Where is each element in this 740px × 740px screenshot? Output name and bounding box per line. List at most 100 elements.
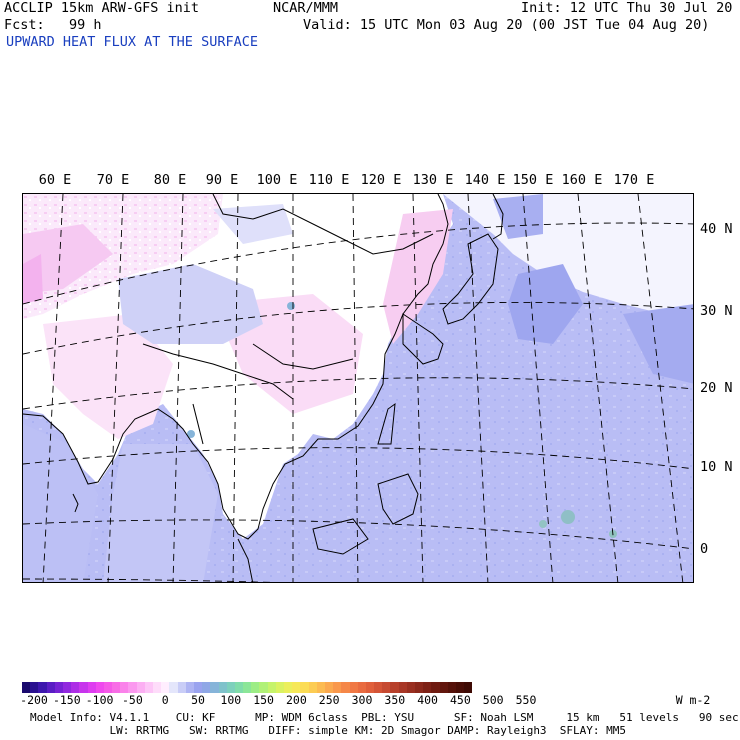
colorbar-swatch xyxy=(398,682,407,693)
colorbar-swatch xyxy=(439,682,448,693)
longitude-label: 160 E xyxy=(561,172,603,188)
longitude-label: 100 E xyxy=(256,172,298,188)
colorbar-swatch xyxy=(54,682,63,693)
negative-flux-region xyxy=(43,314,173,439)
longitude-label: 130 E xyxy=(412,172,454,188)
colorbar-swatch xyxy=(382,682,391,693)
colorbar-swatch xyxy=(226,682,235,693)
positive-flux-spot xyxy=(539,520,547,528)
colorbar-swatch xyxy=(79,682,88,693)
ocean-flux-region xyxy=(103,444,218,582)
colorbar-swatch xyxy=(365,682,375,693)
colorbar-swatch xyxy=(95,682,104,693)
colorbar-tick-label: 400 xyxy=(417,693,438,707)
colorbar-tick-label: -100 xyxy=(85,693,114,707)
colorbar-tick-label: 0 xyxy=(161,693,169,707)
longitude-label: 90 E xyxy=(205,172,239,188)
org-label: NCAR/MMM xyxy=(273,0,339,16)
colorbar-swatch xyxy=(349,682,358,693)
colorbar-swatch xyxy=(112,682,121,693)
colorbar-swatch xyxy=(103,682,113,693)
negative-flux-region xyxy=(23,254,43,304)
ocean-flux-region xyxy=(23,424,98,582)
negative-flux-region xyxy=(23,194,223,319)
longitude-label: 80 E xyxy=(153,172,187,188)
colorbar xyxy=(22,682,473,693)
init-time: Init: 12 UTC Thu 30 Jul 20 xyxy=(521,0,733,16)
positive-flux-spot xyxy=(187,430,195,438)
colorbar-swatch xyxy=(87,682,96,693)
negative-flux-region xyxy=(23,224,113,294)
colorbar-swatch xyxy=(128,682,137,693)
longitude-label: 150 E xyxy=(512,172,554,188)
ocean-flux-region xyxy=(493,194,543,239)
model-info-line1: Model Info: V4.1.1 CU: KF MP: WDM 6class… xyxy=(30,711,739,724)
plateau-flux-region xyxy=(118,264,263,344)
colorbar-tick-label: -200 xyxy=(20,693,48,707)
colorbar-tick-label: 50 xyxy=(191,693,205,707)
colorbar-swatch xyxy=(62,682,72,693)
positive-flux-spot xyxy=(561,510,575,524)
colorbar-swatch xyxy=(38,682,47,693)
colorbar-swatch xyxy=(341,682,350,693)
colorbar-swatch xyxy=(406,682,415,693)
coastlines xyxy=(23,194,504,582)
ocean-flux-region xyxy=(623,304,693,384)
colorbar-swatch xyxy=(308,682,317,693)
colorbar-swatch xyxy=(267,682,276,693)
colorbar-swatch xyxy=(144,682,153,693)
colorbar-swatch xyxy=(423,682,432,693)
colorbar-units: W m-2 xyxy=(675,693,711,707)
colorbar-swatch xyxy=(177,682,186,693)
longitude-label: 120 E xyxy=(360,172,402,188)
latitude-label: 0 xyxy=(700,541,709,557)
latitude-label: 30 N xyxy=(700,303,733,319)
colorbar-swatch xyxy=(136,682,145,693)
colorbar-swatch xyxy=(169,682,178,693)
colorbar-swatch xyxy=(464,682,473,693)
colorbar-swatch xyxy=(300,682,309,693)
colorbar-swatch xyxy=(333,682,342,693)
colorbar-swatch xyxy=(210,682,219,693)
longitude-label: 170 E xyxy=(613,172,655,188)
model-info-line2: LW: RRTMG SW: RRTMG DIFF: simple KM: 2D … xyxy=(30,724,627,737)
longitude-labels: 60 E 70 E 80 E 90 E 100 E 110 E 120 E 130 E 140 … xyxy=(0,172,740,188)
colorbar-swatch xyxy=(447,682,456,693)
colorbar-swatch xyxy=(455,682,465,693)
colorbar-swatch xyxy=(316,682,325,693)
latitude-label: 40 N xyxy=(700,221,733,237)
colorbar-swatch xyxy=(153,682,162,693)
colorbar-tick-label: 100 xyxy=(220,693,242,707)
colorbar-swatch xyxy=(22,682,31,693)
colorbar-labels: -200 -150 -100 -50 0 50 100 150 200 250 300 350 400 4… xyxy=(0,693,740,707)
colorbar-swatch xyxy=(374,682,383,693)
valid-time: Valid: 15 UTC Mon 03 Aug 20 (00 JST Tue … xyxy=(303,17,710,33)
colorbar-tick-label: -150 xyxy=(52,693,81,707)
colorbar-tick-label: 350 xyxy=(384,693,406,707)
colorbar-swatch xyxy=(357,682,366,693)
colorbar-swatch xyxy=(251,682,260,693)
colorbar-swatch xyxy=(415,682,424,693)
colorbar-swatch xyxy=(431,682,440,693)
colorbar-swatch xyxy=(234,682,244,693)
colorbar-swatch xyxy=(30,682,39,693)
colorbar-swatch xyxy=(193,682,203,693)
map-svg xyxy=(23,194,693,582)
latitude-label: 10 N xyxy=(700,459,733,475)
colorbar-swatch xyxy=(71,682,80,693)
model-title: ACCLIP 15km ARW-GFS init xyxy=(4,0,200,16)
colorbar-swatch xyxy=(292,682,301,693)
colorbar-tick-label: 150 xyxy=(253,693,274,707)
longitude-label: 70 E xyxy=(96,172,130,188)
colorbar-tick-label: 550 xyxy=(515,693,537,707)
colorbar-swatch xyxy=(120,682,129,693)
colorbar-swatch xyxy=(275,682,284,693)
latitude-label: 20 N xyxy=(700,380,733,396)
latlon-grid xyxy=(23,194,693,582)
colorbar-swatch xyxy=(46,682,55,693)
field-title: UPWARD HEAT FLUX AT THE SURFACE xyxy=(6,34,258,50)
positive-flux-spot xyxy=(287,302,295,310)
ocean-flux-region xyxy=(508,264,583,344)
heat-flux-map xyxy=(22,193,694,583)
negative-flux-region xyxy=(383,209,453,344)
